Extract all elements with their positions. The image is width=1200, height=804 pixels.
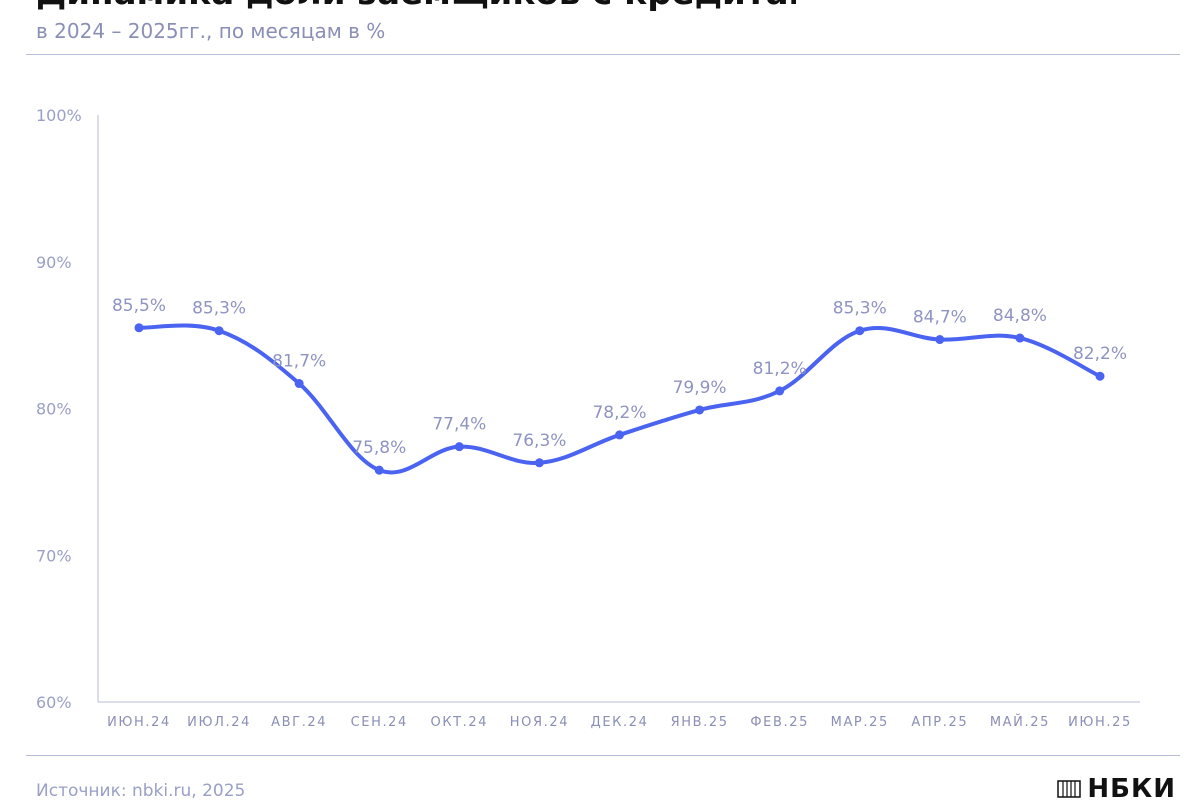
data-label: 85,3%: [833, 299, 887, 319]
data-point: [214, 326, 224, 336]
data-labels: 85,5% 85,3% 81,7% 75,8% 77,4% 76,3% 78,2% 79,9%…: [112, 296, 1127, 458]
x-tick-label: СЕН.24: [351, 715, 408, 730]
data-label: 75,8%: [352, 438, 406, 458]
data-label: 77,4%: [432, 415, 486, 435]
data-label: 76,3%: [512, 431, 566, 451]
x-tick-label: ЯНВ.25: [671, 715, 729, 730]
data-point: [534, 458, 544, 468]
data-label: 82,2%: [1073, 344, 1127, 364]
chart-axes: [97, 115, 1140, 703]
y-axis-ticks: 100% 90% 80% 70% 60%: [36, 106, 82, 712]
data-label: 85,5%: [112, 296, 166, 316]
x-tick-label: ИЮЛ.24: [187, 715, 251, 730]
x-tick-label: ИЮН.25: [1068, 715, 1132, 730]
data-point: [374, 465, 384, 475]
chart-subtitle: в 2024 – 2025гг., по месяцам в %: [36, 19, 386, 43]
data-point: [134, 323, 144, 333]
data-label: 78,2%: [592, 403, 646, 423]
y-tick-label: 80%: [36, 400, 72, 419]
top-divider: [26, 54, 1180, 55]
data-label: 85,3%: [192, 299, 246, 319]
data-point: [454, 442, 464, 452]
x-tick-label: МАЙ.25: [990, 714, 1050, 730]
x-tick-label: ОКТ.24: [430, 715, 488, 730]
data-point: [1095, 371, 1105, 381]
y-tick-label: 60%: [36, 693, 72, 712]
series-line: [137, 323, 1102, 475]
y-tick-label: 90%: [36, 253, 72, 272]
x-tick-label: ИЮН.24: [107, 715, 171, 730]
data-label: 81,2%: [753, 359, 807, 379]
chart-title: Динамика доли заёмщиков с кредитами: [36, 0, 796, 12]
y-tick-label: 100%: [36, 106, 82, 125]
source-note: Источник: nbki.ru, 2025: [36, 781, 246, 801]
data-label: 81,7%: [272, 352, 326, 372]
x-tick-label: ФЕВ.25: [750, 715, 809, 730]
x-tick-label: АВГ.24: [271, 715, 327, 730]
data-point: [615, 430, 624, 440]
data-label: 79,9%: [673, 378, 727, 398]
data-point: [1015, 333, 1025, 343]
data-point: [855, 326, 865, 336]
logo-text: НБКИ: [1087, 774, 1176, 804]
y-tick-label: 70%: [36, 546, 72, 565]
x-tick-label: НОЯ.24: [510, 715, 569, 730]
data-point: [775, 386, 785, 396]
data-point: [695, 405, 705, 415]
x-tick-label: АПР.25: [911, 715, 968, 730]
bottom-divider: [26, 755, 1180, 756]
x-axis-ticks: ИЮН.24 ИЮЛ.24 АВГ.24 СЕН.24 ОКТ.24 НОЯ.24 ДЕК.…: [107, 714, 1132, 730]
x-tick-label: ДЕК.24: [591, 715, 649, 730]
x-tick-label: МАР.25: [831, 715, 889, 730]
logo-mark-icon: [1057, 780, 1082, 798]
title-clip: Динамика доли заёмщиков с кредитами: [36, 0, 796, 12]
data-label: 84,7%: [913, 308, 967, 328]
data-point: [294, 379, 304, 389]
data-point: [935, 335, 945, 345]
data-points: [134, 323, 1105, 475]
data-label: 84,8%: [993, 306, 1047, 326]
logo: НБКИ: [1057, 774, 1176, 804]
